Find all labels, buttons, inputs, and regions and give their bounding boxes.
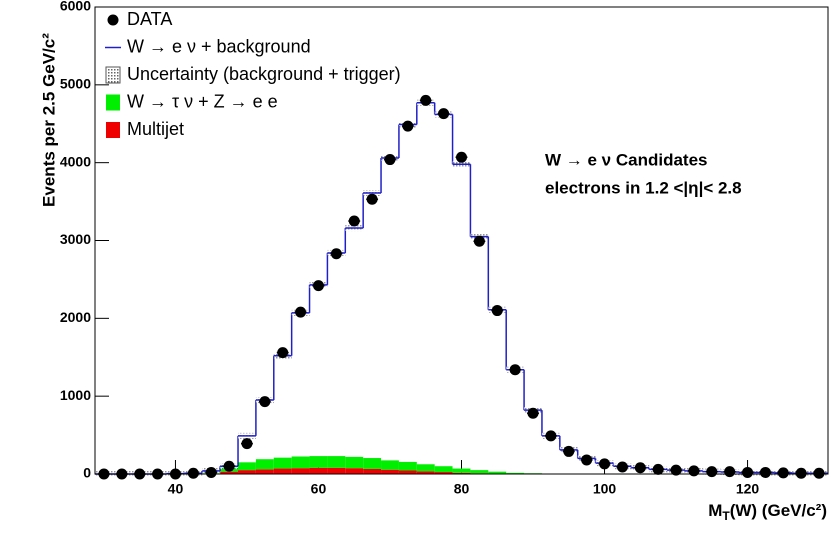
stack-bar [488,472,506,474]
stack-bar [310,456,328,468]
data-point [742,467,753,478]
stack-bar [381,460,399,469]
stack-bar [256,469,274,474]
data-point [349,216,360,227]
data-point [545,430,556,441]
y-tick-label: 2000 [60,309,91,325]
x-label-rest: (W) (GeV/c²) [730,501,827,520]
stack-bar [238,470,256,474]
data-point [778,467,789,478]
data-point [277,347,288,358]
data-point [653,464,664,475]
y-tick-label: 3000 [60,231,91,247]
data-point [706,466,717,477]
data-point [224,461,235,472]
x-tick-label: 120 [736,481,760,497]
data-point [241,438,252,449]
data-point [295,307,306,318]
y-tick-label: 5000 [60,76,91,92]
data-point [635,462,646,473]
data-point [420,95,431,106]
data-point [688,465,699,476]
x-tick-label: 60 [311,481,327,497]
data-point [331,248,342,259]
x-tick-label: 80 [454,481,470,497]
stack-bar [274,458,292,469]
stack-bar [363,469,381,474]
data-point [402,121,413,132]
legend-swatch [106,122,120,138]
data-point [474,236,485,247]
x-tick-label: 100 [593,481,617,497]
stack-bar [238,462,256,470]
data-point [814,468,825,479]
legend-label: Uncertainty (background + trigger) [127,64,401,84]
legend-swatch [106,95,120,111]
data-point [492,305,503,316]
legend-label: W → τ ν + Z → e e [127,91,278,111]
data-point [313,280,324,291]
annotation: electrons in 1.2 <|η|< 2.8 [545,178,742,197]
stack-bar [435,466,453,472]
data-point [367,194,378,205]
data-point [599,458,610,469]
stack-bar [363,458,381,469]
y-tick-label: 0 [83,465,91,481]
stack-bar [417,464,435,471]
stack-bar [256,459,274,469]
x-axis-label: MT(W) (GeV/c²) [708,501,827,523]
stack-bar [470,470,488,473]
y-axis-label: Events per 2.5 GeV/c² [39,33,58,207]
annotation: W → e ν Candidates [545,150,707,169]
legend-swatch [106,67,120,83]
stack-bar [327,456,345,468]
data-point [206,467,217,478]
legend-label: DATA [127,9,172,29]
data-point [456,152,467,163]
stack-bar [310,468,328,474]
y-tick-label: 1000 [60,387,91,403]
stack-bar [381,470,399,474]
y-tick-label: 4000 [60,153,91,169]
x-label-main: M [708,501,722,520]
data-point [724,466,735,477]
data-point [188,468,199,479]
data-point [581,454,592,465]
data-point [617,461,628,472]
stack-bar [345,468,363,474]
data-point [259,396,270,407]
data-point [760,467,771,478]
legend-marker [108,15,119,26]
stack-bar [292,456,310,468]
stack-bar [274,469,292,474]
data-point [438,108,449,119]
legend-label: W → e ν + background [127,36,311,56]
stack-bar [345,457,363,468]
stack-bar [453,469,471,473]
stack-bar [399,470,417,474]
stack-bar [292,468,310,474]
data-point [528,408,539,419]
stack-bar [327,468,345,474]
legend-label: Multijet [127,119,184,139]
data-point [796,468,807,479]
data-point [563,446,574,457]
data-point [384,154,395,165]
x-tick-label: 40 [168,481,184,497]
data-point [510,364,521,375]
y-tick-label: 6000 [60,0,91,14]
stack-bar [399,462,417,471]
